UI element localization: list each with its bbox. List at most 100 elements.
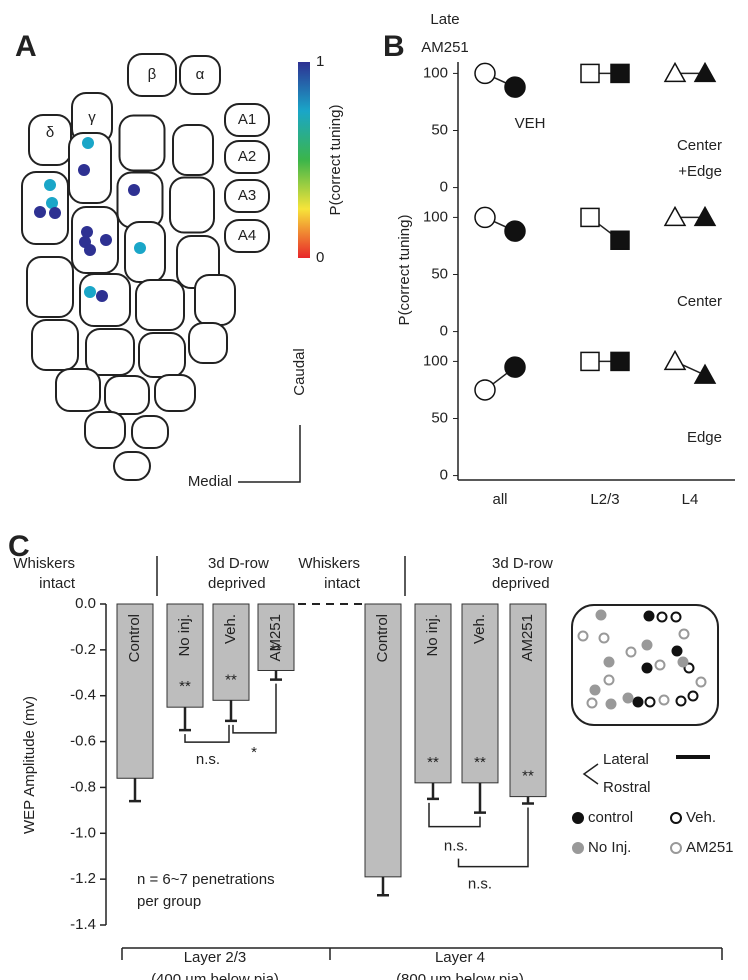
series-label-line: VEH: [515, 115, 546, 132]
row-label: Edge: [687, 429, 722, 446]
bar-label: Veh.: [471, 614, 488, 644]
marker: [610, 351, 630, 372]
barrel-label: A3: [238, 187, 256, 204]
marker: [663, 61, 687, 83]
barrel: [169, 176, 215, 234]
group-label-line: Layer 4: [435, 949, 485, 966]
tuning-dot: [100, 234, 112, 246]
inset-dot: [656, 611, 668, 623]
x-tick-label: L4: [682, 491, 699, 508]
bar-label: AM251: [519, 614, 536, 662]
comparison-label: n.s.: [444, 838, 468, 855]
tuning-dot: [34, 206, 46, 218]
row-label-line: Edge: [687, 429, 722, 446]
barrel: [21, 171, 69, 245]
y-tick-label: -0.2: [70, 641, 96, 658]
group-label-line: (400 µm below pia): [151, 971, 279, 980]
marker: [693, 61, 717, 83]
barrel: [31, 319, 79, 371]
marker: [610, 230, 630, 250]
inset-dot: [641, 662, 653, 674]
barrel: [127, 53, 177, 97]
inset-dot: [632, 696, 644, 708]
inset-dot: [687, 690, 699, 702]
inset-dot: [577, 630, 589, 642]
barrel: [179, 55, 221, 95]
barrel: [118, 114, 166, 172]
x-tick-label: all: [492, 491, 507, 508]
comparison-label: n.s.: [468, 876, 492, 893]
x-tick-label: L2/3: [590, 491, 619, 508]
inset-dot: [641, 639, 653, 651]
inset-dot: [670, 611, 682, 623]
marker: [504, 76, 526, 98]
bar-label: Control: [126, 614, 143, 662]
error-bar: [427, 782, 439, 801]
orientation-axes: [238, 425, 301, 483]
bar: [212, 603, 250, 701]
inset-dot: [671, 645, 683, 657]
barrel: [188, 322, 228, 364]
series-label: Late AM251: [421, 11, 469, 56]
tuning-dot: [49, 207, 61, 219]
condition-header-line: deprived: [492, 575, 550, 592]
marker: [474, 62, 496, 85]
barrel-label: A4: [238, 227, 256, 244]
barrel: [124, 221, 166, 283]
y-tick-label: 50: [431, 121, 448, 138]
y-axis-label: P(correct tuning): [396, 215, 413, 326]
inset-dot: [605, 698, 617, 710]
condition-header-line: 3d D-row: [208, 555, 269, 572]
inset-dot: [625, 646, 637, 658]
marker: [474, 206, 496, 229]
marker: [663, 349, 687, 371]
axis-label: Medial: [188, 473, 232, 490]
bar-label: Veh.: [222, 614, 239, 644]
barrel: [26, 256, 74, 318]
significance: **: [179, 678, 191, 695]
barrel: [55, 368, 101, 412]
axis-label: Caudal: [291, 348, 308, 396]
condition-header-line: 3d D-row: [492, 555, 553, 572]
inset-dot: [603, 656, 615, 668]
barrel: [224, 140, 270, 174]
x-axis: [121, 947, 723, 960]
error-bar: [270, 670, 282, 681]
tuning-dot: [84, 286, 96, 298]
tuning-dot: [82, 137, 94, 149]
y-tick-label: 100: [423, 352, 448, 369]
inset-dot: [622, 692, 634, 704]
barrel-label: γ: [88, 109, 96, 126]
marker: [580, 207, 600, 228]
tuning-dot: [44, 179, 56, 191]
tuning-dot: [46, 197, 58, 209]
panel-letter: A: [15, 30, 37, 63]
bar: [414, 603, 452, 784]
bracket: [457, 807, 529, 868]
bar: [461, 603, 499, 784]
bracket: [428, 802, 481, 828]
y-tick-label: -0.6: [70, 733, 96, 750]
inset-dot: [603, 674, 615, 686]
inset-dot: [589, 684, 601, 696]
bar: [257, 603, 295, 671]
error-bar: [522, 796, 534, 805]
colorbar-label: P(correct tuning): [327, 105, 344, 216]
comparison-label: n.s.: [196, 751, 220, 768]
legend-marker: [572, 842, 584, 854]
significance: **: [522, 768, 534, 785]
inset-dot: [598, 632, 610, 644]
marker: [693, 205, 717, 227]
barrel: [154, 374, 196, 412]
barrel-label: δ: [46, 124, 54, 141]
y-tick-label: 0: [440, 467, 448, 484]
y-tick-label: 0: [440, 179, 448, 196]
error-bar: [179, 707, 191, 732]
group-label: Layer 4 (800 µm below pia): [396, 949, 524, 980]
condition-header: Whiskers intact: [13, 555, 75, 592]
error-bar: [474, 782, 486, 814]
bar-label: No inj.: [176, 614, 193, 657]
inset-dot: [695, 676, 707, 688]
y-tick-label: 50: [431, 409, 448, 426]
